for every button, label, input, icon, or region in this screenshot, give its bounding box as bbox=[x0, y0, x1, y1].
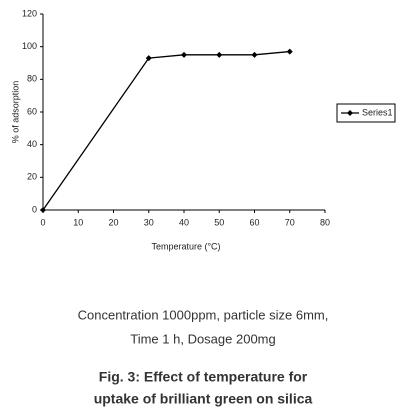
x-tick-label: 60 bbox=[249, 217, 259, 227]
figure-title: Fig. 3: Effect of temperature for bbox=[99, 369, 308, 385]
y-tick-label: 20 bbox=[27, 172, 37, 182]
y-axis-title: % of adsorption bbox=[10, 81, 20, 144]
series-line bbox=[42, 50, 290, 211]
x-axis-title: Temperature (°C) bbox=[151, 241, 220, 251]
data-point bbox=[40, 207, 46, 213]
data-point bbox=[251, 51, 258, 58]
caption-line: Time 1 h, Dosage 200mg bbox=[130, 331, 275, 346]
x-tick-label: 20 bbox=[108, 217, 118, 227]
data-point bbox=[145, 55, 152, 62]
legend-box bbox=[336, 103, 396, 123]
caption-line: Concentration 1000ppm, particle size 6mm… bbox=[78, 307, 329, 322]
data-point bbox=[286, 48, 293, 55]
x-tick-label: 50 bbox=[214, 217, 224, 227]
x-tick-label: 0 bbox=[40, 217, 45, 227]
y-tick-label: 60 bbox=[27, 106, 37, 116]
x-tick-label: 30 bbox=[144, 217, 154, 227]
x-tick-label: 70 bbox=[285, 217, 295, 227]
figure-title: uptake of brilliant green on silica bbox=[94, 391, 313, 407]
legend-marker bbox=[347, 110, 353, 116]
x-tick-label: 40 bbox=[179, 217, 189, 227]
y-tick-label: 80 bbox=[27, 74, 37, 84]
x-tick-label: 10 bbox=[73, 217, 83, 227]
data-point bbox=[181, 51, 187, 58]
y-tick-label: 0 bbox=[32, 204, 37, 214]
x-tick-label: 80 bbox=[320, 217, 330, 227]
y-tick-label: 100 bbox=[22, 41, 37, 51]
y-tick-label: 40 bbox=[27, 139, 37, 149]
data-point bbox=[216, 51, 223, 58]
y-tick-label: 120 bbox=[22, 8, 37, 18]
legend-label: Series1 bbox=[362, 107, 393, 117]
